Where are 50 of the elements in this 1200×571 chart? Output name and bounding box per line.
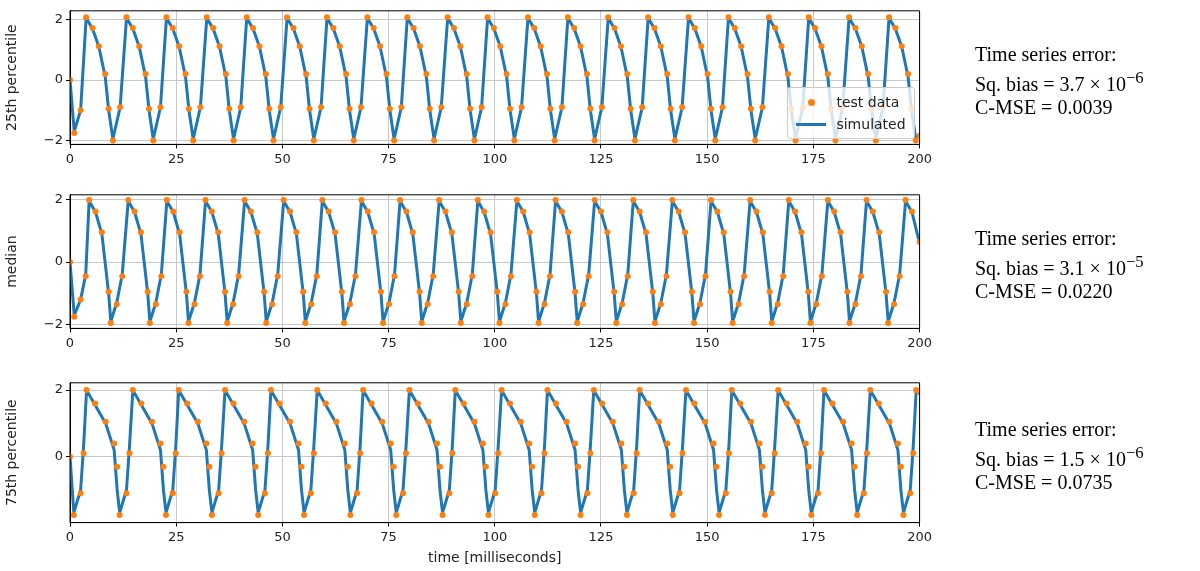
x-tick-label: 175 (800, 334, 826, 350)
text: Time series error: (975, 225, 1118, 250)
y-tick-label: 2 (54, 190, 63, 206)
y-tick-label: 0 (54, 448, 63, 464)
y-axis-title: median (3, 235, 20, 288)
x-tick-label: 50 (274, 528, 291, 544)
x-tick-label: 50 (274, 334, 291, 350)
x-tick-label: 175 (800, 528, 826, 544)
text: Sq. bias = 1.5 × 10$^{−6}$ (975, 441, 1144, 471)
x-tick-label: 200 (907, 334, 933, 350)
x-tick-label: 25 (167, 334, 185, 350)
x-tick-label: 75 (380, 150, 397, 166)
x-tick-label: 150 (694, 528, 720, 544)
x-tick-label: 75 (380, 334, 397, 350)
x-tick-label: 0 (65, 528, 75, 544)
text: Sq. bias = 3.1 × 10$^{−5}$ (975, 250, 1144, 280)
x-tick-label: 150 (694, 334, 720, 350)
x-tick-label: 200 (907, 528, 933, 544)
x-axis-title: time [milliseconds] (428, 549, 562, 566)
text: Time series error: (975, 41, 1118, 66)
y-tick-label: 2 (54, 10, 63, 26)
x-tick-label: 0 (65, 150, 75, 166)
text: C-MSE = 0.0220 (975, 280, 1114, 304)
x-tick-label: 125 (588, 334, 614, 350)
y-tick-label: 2 (54, 381, 63, 397)
y-tick-label: −2 (43, 316, 63, 332)
x-tick-label: 150 (694, 150, 720, 166)
x-tick-label: 100 (482, 334, 508, 350)
x-tick-label: 125 (588, 150, 614, 166)
x-tick-label: 25 (167, 528, 185, 544)
text: C-MSE = 0.0735 (975, 471, 1114, 495)
x-tick-label: 75 (380, 528, 397, 544)
text: Sq. bias = 3.7 × 10$^{−6}$ (975, 66, 1144, 96)
x-tick-label: 125 (588, 528, 614, 544)
x-tick-label: 25 (167, 150, 185, 166)
text: C-MSE = 0.0039 (975, 96, 1114, 120)
text: Time series error: (975, 416, 1118, 441)
x-tick-label: 100 (482, 528, 508, 544)
x-tick-label: 200 (907, 150, 933, 166)
y-axis-title: 75th percentile (3, 399, 20, 507)
legend-label: simulated (836, 116, 906, 133)
x-tick-label: 100 (482, 150, 508, 166)
y-tick-label: −2 (43, 131, 63, 147)
y-tick-label: 0 (54, 253, 63, 269)
x-tick-label: 50 (274, 150, 291, 166)
y-tick-label: 0 (54, 71, 63, 87)
y-axis-title: 25th percentile (3, 24, 20, 131)
legend-label: test data (836, 94, 900, 111)
x-tick-label: 0 (65, 334, 75, 350)
x-tick-label: 175 (800, 150, 826, 166)
